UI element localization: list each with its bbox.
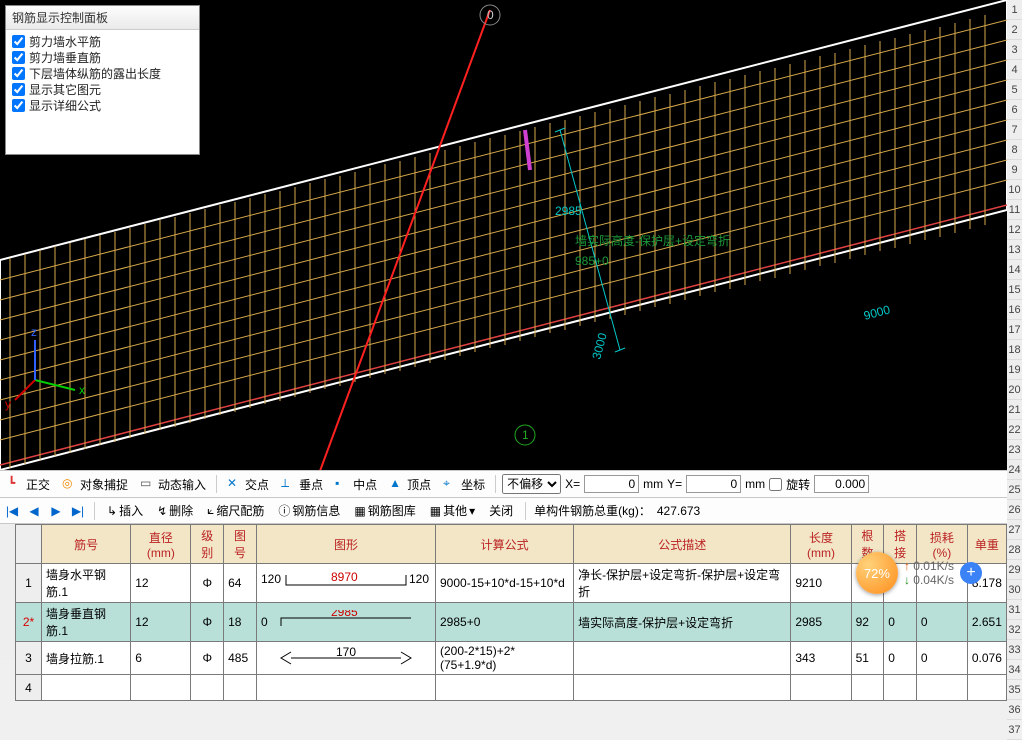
dyn-input-toggle[interactable]: ▭动态输入 xyxy=(136,474,210,495)
snap-toolbar: ┗正交 ◎对象捕捉 ▭动态输入 ✕交点 ⟂垂点 ▪中点 ▲顶点 ⌖坐标 不偏移 … xyxy=(0,470,1007,498)
close-button[interactable]: 关闭 xyxy=(485,500,517,521)
svg-text:120: 120 xyxy=(261,572,281,586)
svg-text:170: 170 xyxy=(336,646,356,659)
dim-label: 2985 xyxy=(555,204,582,218)
display-option[interactable]: 下层墙体纵筋的露出长度 xyxy=(12,66,193,82)
svg-text:0: 0 xyxy=(261,615,268,629)
svg-text:1: 1 xyxy=(522,428,529,442)
nav-first-icon[interactable]: |◀ xyxy=(4,503,20,519)
svg-text:0: 0 xyxy=(487,8,494,22)
column-header[interactable]: 图号 xyxy=(224,525,257,564)
rebar-library-button[interactable]: ▦钢筋图库 xyxy=(350,500,419,521)
widget-expand-icon[interactable]: + xyxy=(960,562,982,584)
column-header[interactable]: 计算公式 xyxy=(436,525,574,564)
formula-overlay-2: 985+0 xyxy=(575,254,609,268)
display-option-checkbox[interactable] xyxy=(12,51,25,64)
rotate-label: 旋转 xyxy=(786,476,810,493)
x-input[interactable] xyxy=(584,475,639,493)
y-label: Y= xyxy=(667,477,682,491)
table-row[interactable]: 2*墙身垂直钢筋.112Φ18029852985+0墙实际高度-保护层+设定弯折… xyxy=(16,603,1007,642)
display-option[interactable]: 显示其它图元 xyxy=(12,82,193,98)
network-widget[interactable]: 72% ↑ 0.01K/s ↓ 0.04K/s + xyxy=(856,552,982,594)
nav-next-icon[interactable]: ▶ xyxy=(48,503,64,519)
rebar-table[interactable]: 筋号直径(mm)级别图号图形计算公式公式描述长度(mm)根数搭接损耗(%)单重 … xyxy=(15,524,1007,701)
insert-button[interactable]: ↳插入 xyxy=(103,500,147,521)
svg-text:x: x xyxy=(79,383,85,397)
osnap-toggle[interactable]: ◎对象捕捉 xyxy=(58,474,132,495)
base-line xyxy=(0,205,1007,465)
display-option[interactable]: 显示详细公式 xyxy=(12,98,193,114)
rebar-display-panel[interactable]: 钢筋显示控制面板 剪力墙水平筋剪力墙垂直筋下层墙体纵筋的露出长度显示其它图元显示… xyxy=(5,5,200,155)
dim-3000: 3000 xyxy=(589,331,610,361)
display-option-checkbox[interactable] xyxy=(12,83,25,96)
snap-perpendicular[interactable]: ⟂垂点 xyxy=(277,474,327,495)
display-option-checkbox[interactable] xyxy=(12,99,25,112)
table-row[interactable]: 4 xyxy=(16,675,1007,701)
snap-apex[interactable]: ▲顶点 xyxy=(385,474,435,495)
formula-overlay-1: 墙实际高度-保护层+设定弯折 xyxy=(575,233,730,248)
svg-text:8970: 8970 xyxy=(331,571,358,584)
ortho-toggle[interactable]: ┗正交 xyxy=(4,474,54,495)
rotate-input[interactable] xyxy=(814,475,869,493)
panel-title[interactable]: 钢筋显示控制面板 xyxy=(6,6,199,30)
nav-last-icon[interactable]: ▶| xyxy=(70,503,86,519)
cpu-percent-badge[interactable]: 72% xyxy=(856,552,898,594)
column-header[interactable]: 图形 xyxy=(257,525,436,564)
display-option[interactable]: 剪力墙水平筋 xyxy=(12,34,193,50)
offset-select[interactable]: 不偏移 xyxy=(502,474,561,494)
display-option[interactable]: 剪力墙垂直筋 xyxy=(12,50,193,66)
column-header[interactable]: 筋号 xyxy=(42,525,131,564)
column-header[interactable]: 公式描述 xyxy=(574,525,791,564)
other-dropdown[interactable]: ▦其他▾ xyxy=(426,500,479,521)
nav-prev-icon[interactable]: ◀ xyxy=(26,503,42,519)
snap-midpoint[interactable]: ▪中点 xyxy=(331,474,381,495)
display-option-checkbox[interactable] xyxy=(12,35,25,48)
rebar-info-button[interactable]: ⓘ钢筋信息 xyxy=(274,500,344,521)
column-header[interactable]: 直径(mm) xyxy=(131,525,191,564)
grid-bubble-0: 0 xyxy=(480,5,500,25)
delete-button[interactable]: ↯删除 xyxy=(153,500,197,521)
column-header[interactable]: 长度(mm) xyxy=(791,525,851,564)
rotate-checkbox[interactable] xyxy=(769,478,782,491)
x-label: X= xyxy=(565,477,580,491)
scale-rebar-button[interactable]: ⟀缩尺配筋 xyxy=(203,500,268,521)
total-weight-value: 427.673 xyxy=(657,504,700,518)
row-ruler: 1234567891011121314151617181920212223242… xyxy=(1007,0,1022,660)
display-option-checkbox[interactable] xyxy=(12,67,25,80)
rebar-toolbar: |◀ ◀ ▶ ▶| ↳插入 ↯删除 ⟀缩尺配筋 ⓘ钢筋信息 ▦钢筋图库 ▦其他▾… xyxy=(0,498,1007,524)
y-input[interactable] xyxy=(686,475,741,493)
column-header[interactable]: 级别 xyxy=(191,525,224,564)
snap-intersection[interactable]: ✕交点 xyxy=(223,474,273,495)
svg-text:120: 120 xyxy=(409,572,429,586)
coord-button[interactable]: ⌖坐标 xyxy=(439,474,489,495)
table-row[interactable]: 3墙身拉筋.16Φ485170(200-2*15)+2*(75+1.9*d)34… xyxy=(16,642,1007,675)
dim-9000: 9000 xyxy=(862,302,892,323)
total-weight-label: 单构件钢筋总重(kg)： xyxy=(534,502,651,519)
net-speeds: ↑ 0.01K/s ↓ 0.04K/s xyxy=(904,559,954,587)
svg-text:y: y xyxy=(5,397,11,411)
grid-gutter xyxy=(0,524,15,660)
grid-bubble-1: 1 xyxy=(515,425,535,445)
svg-text:z: z xyxy=(31,325,37,339)
svg-text:2985: 2985 xyxy=(331,610,358,619)
